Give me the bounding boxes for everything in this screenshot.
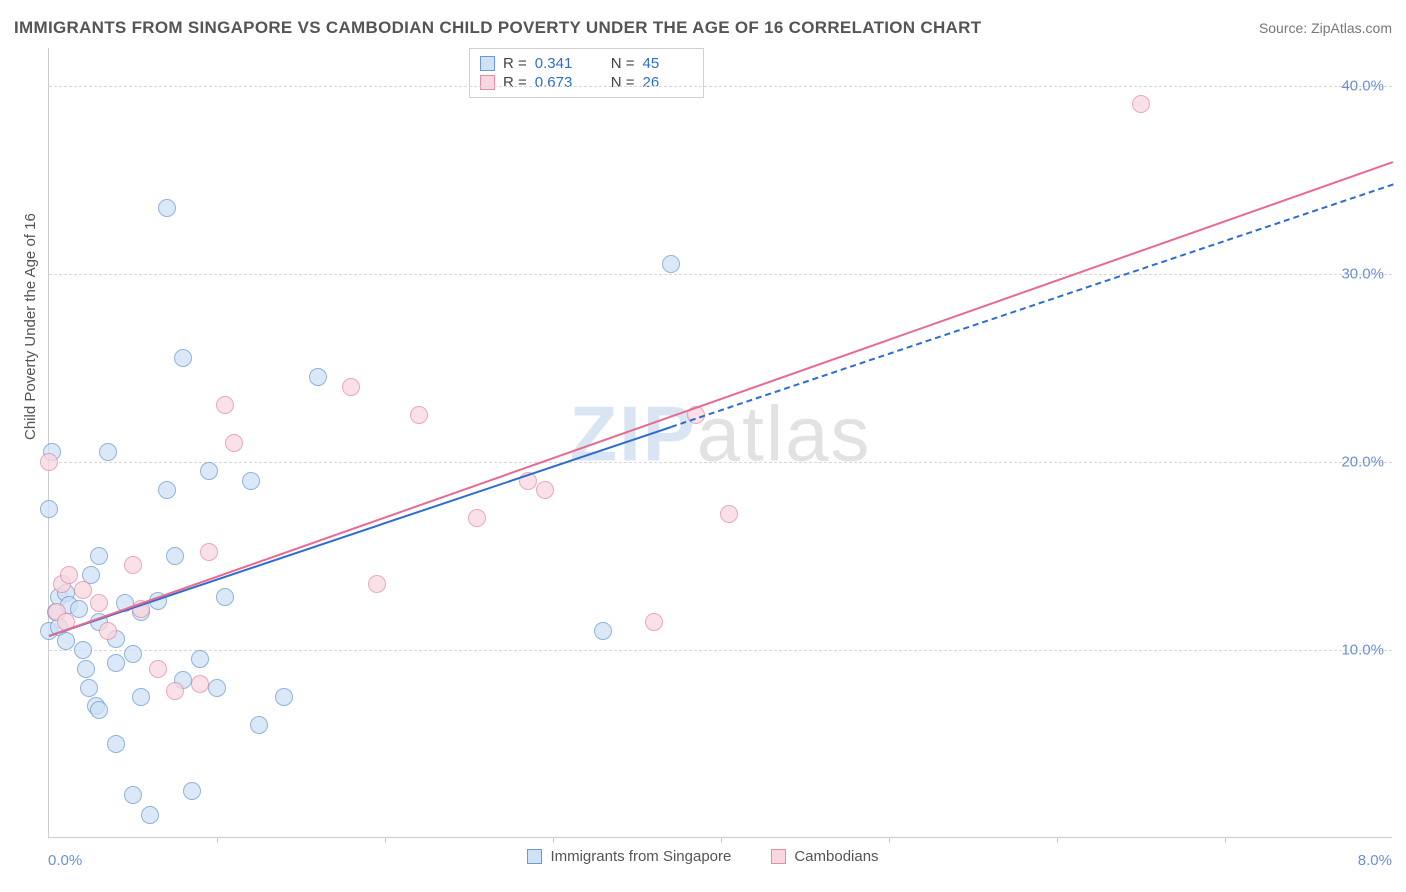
scatter-point (200, 543, 218, 561)
scatter-point (309, 368, 327, 386)
x-axis-legend: Immigrants from Singapore Cambodians (0, 848, 1406, 865)
scatter-point (90, 701, 108, 719)
y-tick-label: 30.0% (1341, 265, 1384, 282)
stats-r-value: 0.673 (535, 74, 585, 91)
x-minor-tick (553, 837, 554, 843)
scatter-point (1132, 95, 1150, 113)
scatter-point (60, 566, 78, 584)
watermark-atlas: atlas (697, 389, 872, 477)
scatter-point (80, 679, 98, 697)
scatter-point (191, 650, 209, 668)
scatter-point (662, 255, 680, 273)
scatter-point (208, 679, 226, 697)
gridline-h (49, 650, 1392, 651)
legend-label: Immigrants from Singapore (550, 848, 731, 865)
scatter-point (645, 613, 663, 631)
scatter-point (77, 660, 95, 678)
scatter-point (191, 675, 209, 693)
scatter-point (216, 396, 234, 414)
x-tick-label: 0.0% (48, 852, 82, 869)
scatter-point (99, 443, 117, 461)
scatter-point (720, 505, 738, 523)
watermark: ZIPatlas (569, 388, 871, 479)
legend-swatch (771, 849, 786, 864)
scatter-point (124, 556, 142, 574)
scatter-point (124, 645, 142, 663)
gridline-h (49, 86, 1392, 87)
scatter-point (70, 600, 88, 618)
x-minor-tick (889, 837, 890, 843)
scatter-point (149, 660, 167, 678)
plot-area: ZIPatlas R = 0.341 N = 45 R = 0.673 N = 26 10.0… (48, 48, 1392, 838)
scatter-point (594, 622, 612, 640)
scatter-point (342, 378, 360, 396)
scatter-point (536, 481, 554, 499)
regression-line (670, 183, 1393, 428)
scatter-point (242, 472, 260, 490)
x-minor-tick (385, 837, 386, 843)
scatter-point (141, 806, 159, 824)
scatter-point (166, 682, 184, 700)
scatter-point (410, 406, 428, 424)
x-minor-tick (1225, 837, 1226, 843)
legend-swatch (480, 75, 495, 90)
scatter-point (57, 632, 75, 650)
stats-row: R = 0.673 N = 26 (480, 73, 693, 92)
y-tick-label: 40.0% (1341, 77, 1384, 94)
stats-r-value: 0.341 (535, 55, 585, 72)
regression-line (49, 161, 1394, 637)
gridline-h (49, 274, 1392, 275)
x-minor-tick (217, 837, 218, 843)
scatter-point (90, 594, 108, 612)
stats-r-label: R = (503, 55, 527, 72)
scatter-point (183, 782, 201, 800)
x-minor-tick (1057, 837, 1058, 843)
scatter-point (250, 716, 268, 734)
source-label: Source: ZipAtlas.com (1259, 20, 1392, 36)
x-minor-tick (721, 837, 722, 843)
x-tick-label: 8.0% (1358, 852, 1392, 869)
scatter-point (107, 654, 125, 672)
scatter-point (40, 453, 58, 471)
scatter-point (40, 500, 58, 518)
scatter-point (158, 199, 176, 217)
scatter-point (99, 622, 117, 640)
gridline-h (49, 462, 1392, 463)
legend-swatch (527, 849, 542, 864)
watermark-zip: ZIP (569, 389, 696, 477)
scatter-point (74, 581, 92, 599)
title-bar: IMMIGRANTS FROM SINGAPORE VS CAMBODIAN C… (14, 18, 1392, 38)
stats-r-label: R = (503, 74, 527, 91)
scatter-point (216, 588, 234, 606)
stats-legend-box: R = 0.341 N = 45 R = 0.673 N = 26 (469, 48, 704, 98)
stats-n-value: 45 (643, 55, 693, 72)
stats-n-value: 26 (643, 74, 693, 91)
stats-n-label: N = (611, 55, 635, 72)
scatter-point (90, 547, 108, 565)
scatter-point (368, 575, 386, 593)
legend-item: Immigrants from Singapore (527, 848, 731, 865)
stats-n-label: N = (611, 74, 635, 91)
scatter-point (158, 481, 176, 499)
y-tick-label: 20.0% (1341, 453, 1384, 470)
y-tick-label: 10.0% (1341, 641, 1384, 658)
chart-title: IMMIGRANTS FROM SINGAPORE VS CAMBODIAN C… (14, 18, 981, 38)
scatter-point (74, 641, 92, 659)
regression-line (49, 426, 671, 637)
scatter-point (174, 349, 192, 367)
scatter-point (200, 462, 218, 480)
y-axis-label: Child Poverty Under the Age of 16 (22, 213, 39, 440)
scatter-point (468, 509, 486, 527)
scatter-point (275, 688, 293, 706)
scatter-point (225, 434, 243, 452)
legend-label: Cambodians (794, 848, 878, 865)
scatter-point (132, 688, 150, 706)
scatter-point (107, 735, 125, 753)
legend-swatch (480, 56, 495, 71)
scatter-point (166, 547, 184, 565)
stats-row: R = 0.341 N = 45 (480, 54, 693, 73)
legend-item: Cambodians (771, 848, 878, 865)
scatter-point (124, 786, 142, 804)
